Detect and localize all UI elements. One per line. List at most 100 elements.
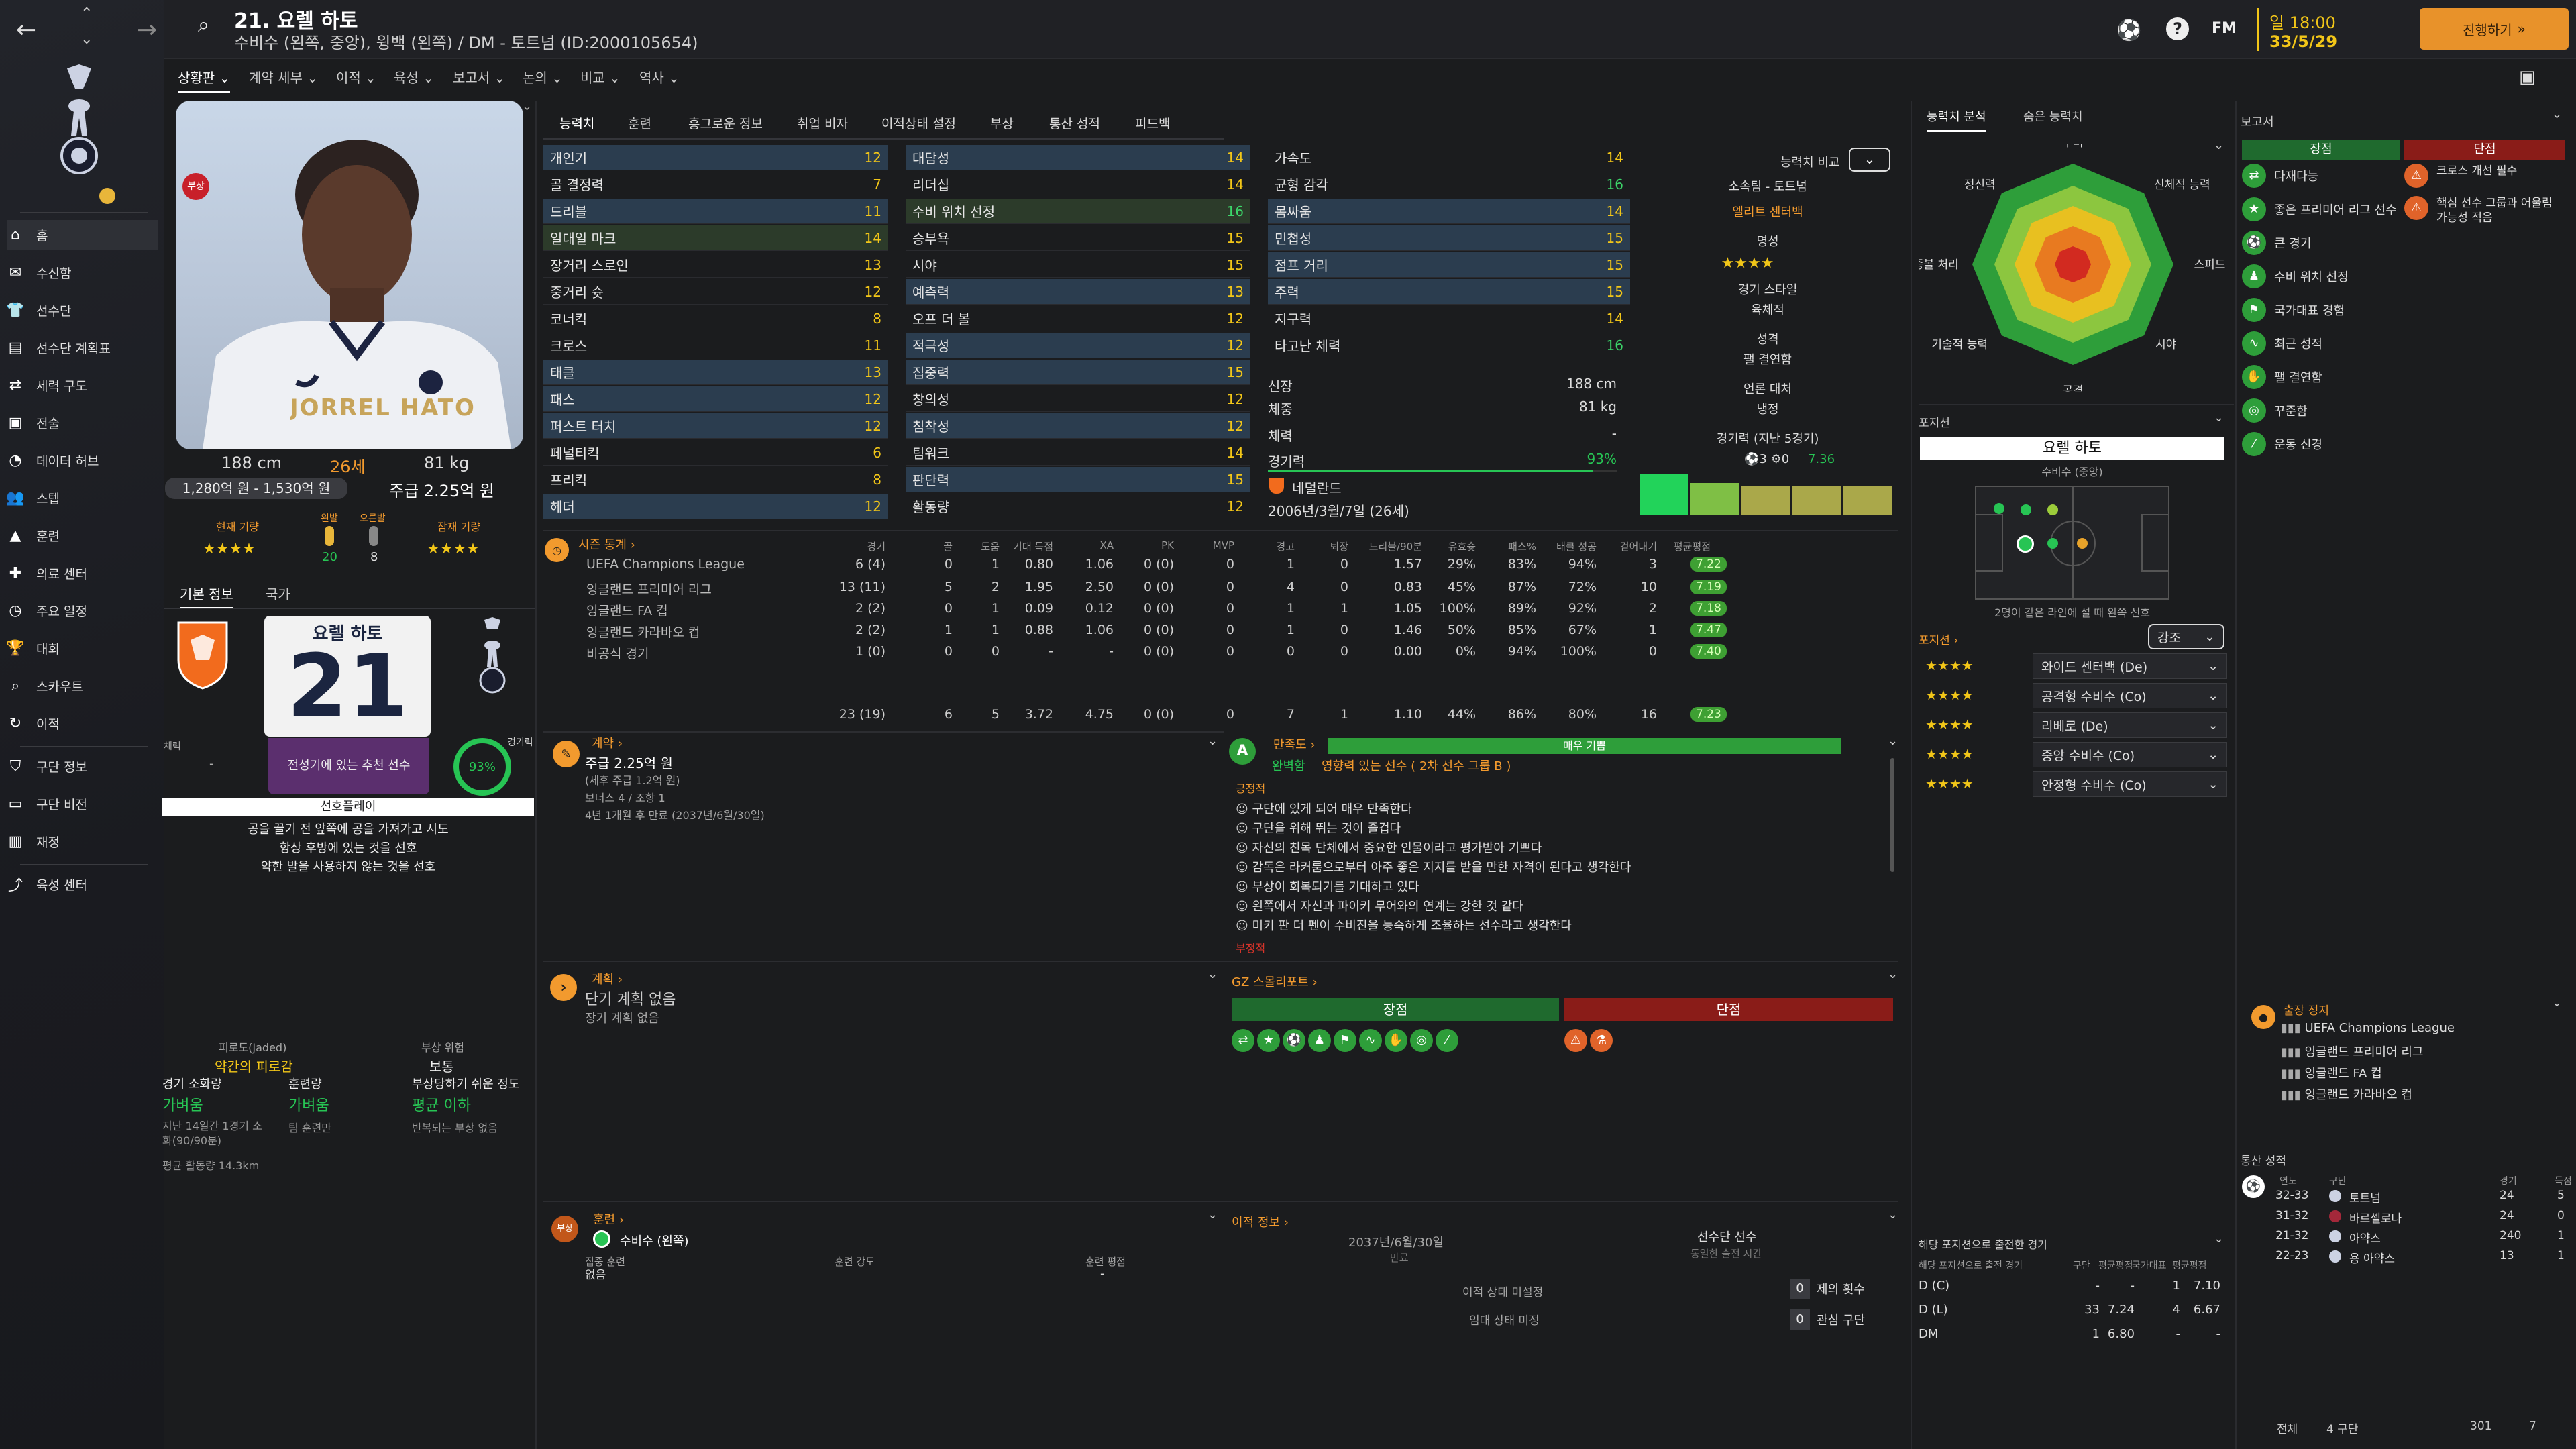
stat-header[interactable]: 유효슛 — [1448, 541, 1476, 553]
contract-expand-icon[interactable]: ⌄ — [1208, 734, 1218, 748]
fm-menu-icon[interactable]: FM — [2212, 20, 2237, 37]
roles-filter-dropdown[interactable]: 강조 ⌄ — [2148, 624, 2224, 649]
attribute-row[interactable]: 수비 위치 선정 16 — [906, 199, 1250, 224]
attribute-row[interactable]: 골 결정력 7 — [543, 172, 888, 197]
sidebar-item-club-info[interactable]: ⛉ 구단 정보 — [7, 751, 158, 781]
tab-work-permit[interactable]: 취업 비자 — [797, 117, 848, 131]
training-title[interactable]: 훈련 › — [593, 1213, 625, 1227]
attribute-row[interactable]: 침착성 12 — [906, 413, 1250, 439]
attribute-row[interactable]: 지구력 14 — [1268, 306, 1630, 331]
chevron-up-icon[interactable]: ⌃ — [80, 5, 93, 22]
attribute-row[interactable]: 헤더 12 — [543, 494, 888, 519]
happiness-expand-icon[interactable]: ⌄ — [1888, 734, 1898, 748]
weakness-trait-icon[interactable]: ⚠ — [1564, 1029, 1587, 1052]
attribute-row[interactable]: 팀워크 14 — [906, 440, 1250, 466]
back-icon[interactable]: ← — [16, 16, 37, 44]
sidebar-item-scouting[interactable]: ⌕ 스카우트 — [7, 671, 158, 700]
attribute-row[interactable]: 크로스 11 — [543, 333, 888, 358]
sidebar-item-data-hub[interactable]: ◔ 데이터 허브 — [7, 445, 158, 475]
position-expand-icon[interactable]: ⌄ — [2214, 411, 2224, 425]
sidebar-item-staff[interactable]: 👥 스텝 — [6, 489, 60, 506]
attribute-row[interactable]: 타고난 체력 16 — [1268, 333, 1630, 358]
stat-header[interactable]: 골 — [943, 541, 953, 553]
attribute-row[interactable]: 균형 감각 16 — [1268, 172, 1630, 197]
attribute-row[interactable]: 대담성 14 — [906, 145, 1250, 170]
tab-ability-analysis[interactable]: 능력치 분석 — [1927, 107, 1986, 132]
sidebar-item-development[interactable]: ⤴ 육성 센터 — [7, 869, 158, 899]
stat-header[interactable]: 기대 득점 — [1013, 541, 1053, 553]
role-dropdown[interactable]: 안정형 수비수 (Co) ⌄ — [2033, 771, 2227, 797]
strength-trait-icon[interactable]: ✋ — [1385, 1029, 1407, 1052]
sidebar-item-finances[interactable]: ▥ 재정 — [7, 826, 158, 856]
suspension-expand-icon[interactable]: ⌄ — [2552, 996, 2563, 1010]
stat-header[interactable]: 경고 — [1276, 541, 1295, 553]
season-stats-title[interactable]: 시즌 통계 › — [578, 538, 635, 552]
tab-injury[interactable]: 부상 — [990, 117, 1014, 131]
strength-trait-icon[interactable]: ⁄ — [1436, 1029, 1458, 1052]
sidebar-item-squad[interactable]: 👕 선수단 — [6, 301, 72, 319]
role-dropdown[interactable]: 리베로 (De) ⌄ — [2033, 712, 2227, 738]
happiness-title[interactable]: 만족도 › — [1273, 738, 1316, 752]
role-dropdown[interactable]: 중앙 수비수 (Co) ⌄ — [2033, 742, 2227, 767]
subnav-development[interactable]: 육성 ⌄ — [394, 70, 434, 86]
continue-button[interactable]: 진행하기» — [2420, 8, 2569, 50]
nation-crest[interactable] — [176, 620, 229, 690]
analysis-expand-icon[interactable]: ⌄ — [2214, 138, 2224, 152]
attribute-row[interactable]: 드리블 11 — [543, 199, 888, 224]
strength-trait-icon[interactable]: ★ — [1257, 1029, 1280, 1052]
attribute-row[interactable]: 개인기 12 — [543, 145, 888, 170]
sidebar-item-squad-planner[interactable]: ▤ 선수단 계획표 — [7, 333, 158, 362]
tab-transfer-status[interactable]: 이적상태 설정 — [881, 117, 956, 131]
attribute-row[interactable]: 가속도 14 — [1268, 145, 1630, 170]
attribute-row[interactable]: 패스 12 — [543, 386, 888, 412]
stat-header[interactable]: XA — [1099, 539, 1114, 551]
tab-career-stats[interactable]: 통산 성적 — [1049, 117, 1100, 131]
attribute-row[interactable]: 점프 거리 15 — [1268, 252, 1630, 278]
attribute-row[interactable]: 몸싸움 14 — [1268, 199, 1630, 224]
strength-trait-icon[interactable]: ♟ — [1308, 1029, 1331, 1052]
stat-header[interactable]: MVP — [1212, 539, 1234, 551]
stat-header[interactable]: 평균평점 — [1673, 541, 1711, 553]
attribute-row[interactable]: 활동량 12 — [906, 494, 1250, 519]
attribute-row[interactable]: 퍼스트 터치 12 — [543, 413, 888, 439]
sidebar-item-competitions[interactable]: 🏆 대회 — [6, 639, 60, 657]
match-icon[interactable]: ⚽ — [2116, 19, 2142, 42]
stat-header[interactable]: 드리블/90분 — [1368, 541, 1422, 553]
stat-header[interactable]: 퇴장 — [1330, 541, 1348, 553]
search-icon[interactable]: ⌕ — [198, 13, 209, 37]
contract-title[interactable]: 계약 › — [592, 737, 623, 751]
stat-header[interactable]: 도움 — [981, 541, 1000, 553]
help-icon[interactable]: ? — [2166, 17, 2189, 40]
role-dropdown[interactable]: 와이드 센터백 (De) ⌄ — [2033, 653, 2227, 679]
attribute-row[interactable]: 장거리 스로인 13 — [543, 252, 888, 278]
sidebar-item-medical[interactable]: ✚ 의료 센터 — [7, 558, 158, 588]
tab-attributes[interactable]: 능력치 — [559, 114, 595, 140]
attribute-row[interactable]: 태클 13 — [543, 360, 888, 385]
attribute-row[interactable]: 집중력 15 — [906, 360, 1250, 385]
sidebar-item-inbox[interactable]: ✉ 수신함 — [7, 258, 158, 287]
gz-expand-icon[interactable]: ⌄ — [1888, 967, 1898, 981]
career-club[interactable]: 바르셀로나 — [2349, 1212, 2402, 1226]
attribute-row[interactable]: 창의성 12 — [906, 386, 1250, 412]
career-club[interactable]: 아약스 — [2349, 1232, 2381, 1246]
attribute-row[interactable]: 페널티킥 6 — [543, 440, 888, 466]
sidebar-item-home[interactable]: ⌂ 홈 — [7, 220, 158, 250]
subnav-overview[interactable]: 상황판 ⌄ — [178, 67, 231, 93]
subnav-transfer[interactable]: 이적 ⌄ — [336, 70, 376, 86]
pos-games-expand-icon[interactable]: ⌄ — [2214, 1232, 2224, 1246]
plan-title[interactable]: 계획 › — [592, 973, 623, 987]
stat-header[interactable]: 걷어내기 — [1619, 541, 1657, 553]
subnav-compare[interactable]: 비교 ⌄ — [580, 70, 621, 86]
attribute-row[interactable]: 일대일 마크 14 — [543, 225, 888, 251]
tab-interesting-info[interactable]: 흥그로운 정보 — [688, 117, 763, 131]
attribute-row[interactable]: 민첩성 15 — [1268, 225, 1630, 251]
strength-trait-icon[interactable]: ⇄ — [1232, 1029, 1254, 1052]
attribute-row[interactable]: 예측력 13 — [906, 279, 1250, 305]
subnav-history[interactable]: 역사 ⌄ — [639, 70, 680, 86]
attribute-row[interactable]: 프리킥 8 — [543, 467, 888, 492]
attribute-row[interactable]: 승부욕 15 — [906, 225, 1250, 251]
roles-title[interactable]: 포지션 › — [1919, 634, 1959, 647]
career-club[interactable]: 토트넘 — [2349, 1192, 2381, 1205]
training-expand-icon[interactable]: ⌄ — [1208, 1208, 1218, 1222]
strength-trait-icon[interactable]: ∿ — [1359, 1029, 1382, 1052]
